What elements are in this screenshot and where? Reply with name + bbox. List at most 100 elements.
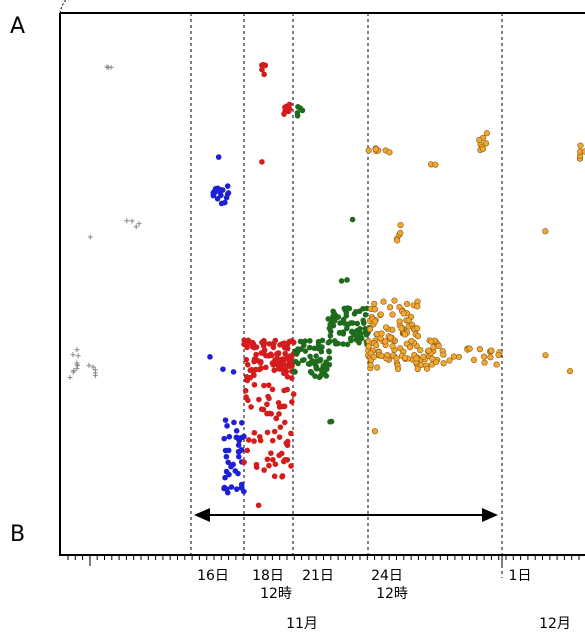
point — [257, 437, 264, 444]
point — [251, 381, 258, 388]
point — [289, 399, 295, 405]
point — [495, 351, 502, 359]
point — [261, 337, 267, 344]
point — [284, 373, 291, 380]
point — [241, 337, 248, 343]
point — [340, 341, 346, 347]
point — [222, 199, 228, 206]
point — [290, 391, 297, 397]
point — [279, 473, 285, 480]
point — [264, 401, 270, 408]
point — [268, 450, 274, 456]
point — [258, 350, 265, 356]
point — [261, 382, 267, 389]
point — [327, 321, 333, 328]
point — [370, 353, 377, 361]
point — [394, 365, 402, 372]
point — [389, 311, 396, 318]
point — [281, 111, 287, 117]
point — [284, 343, 290, 349]
point — [249, 340, 256, 347]
plus-point — [86, 362, 92, 368]
point — [432, 161, 439, 168]
point — [319, 369, 325, 375]
range-arrow — [194, 508, 498, 522]
point — [356, 339, 362, 346]
point — [269, 386, 276, 393]
point — [235, 470, 241, 477]
plus-point — [136, 221, 142, 227]
point — [420, 353, 427, 360]
point — [243, 356, 250, 363]
point — [328, 316, 335, 323]
point — [367, 361, 374, 369]
point — [387, 334, 394, 341]
day-label: 24日 — [371, 568, 403, 584]
point — [302, 338, 308, 344]
point — [281, 403, 288, 410]
point — [214, 195, 221, 202]
point — [252, 355, 259, 362]
point — [394, 237, 401, 244]
point — [235, 442, 242, 448]
point — [245, 337, 252, 344]
point — [319, 337, 326, 344]
point — [259, 62, 265, 69]
point — [362, 325, 369, 332]
point — [414, 303, 421, 310]
point — [223, 453, 230, 460]
point — [276, 360, 282, 367]
point — [389, 343, 396, 350]
point — [384, 351, 391, 359]
point — [236, 453, 242, 460]
point — [265, 382, 272, 388]
point — [277, 342, 283, 348]
point — [382, 324, 390, 331]
point — [307, 353, 313, 360]
point — [284, 386, 290, 393]
point — [220, 366, 226, 372]
point — [261, 467, 267, 473]
point — [271, 340, 277, 347]
point — [264, 429, 271, 436]
point — [476, 136, 483, 144]
point — [256, 366, 263, 373]
point — [238, 481, 245, 488]
day-label: 21日 — [302, 568, 334, 584]
point — [266, 341, 273, 347]
point — [330, 309, 337, 316]
plus-point — [90, 364, 96, 370]
point — [406, 344, 414, 351]
label-b: B — [10, 522, 25, 547]
month-label: 12月 — [539, 616, 571, 632]
point — [349, 216, 356, 223]
point — [301, 357, 307, 363]
point — [313, 365, 320, 372]
point — [479, 145, 487, 152]
point — [223, 194, 230, 201]
plus-point — [74, 365, 80, 371]
point — [313, 353, 319, 359]
point — [493, 361, 500, 368]
point — [224, 183, 231, 189]
point — [231, 419, 237, 426]
point — [440, 360, 447, 367]
point — [297, 338, 304, 345]
point — [455, 353, 463, 361]
plus-point — [92, 373, 98, 379]
point — [290, 339, 297, 346]
point — [371, 318, 379, 325]
point — [397, 221, 404, 229]
point — [243, 394, 249, 400]
point — [277, 424, 284, 430]
point — [225, 447, 232, 454]
point — [233, 486, 240, 492]
point — [286, 106, 293, 112]
point — [257, 360, 264, 366]
plus-point — [104, 64, 110, 70]
point — [371, 306, 379, 313]
point — [344, 277, 350, 283]
plus-point — [92, 367, 98, 373]
point — [251, 438, 257, 444]
point — [266, 395, 272, 402]
